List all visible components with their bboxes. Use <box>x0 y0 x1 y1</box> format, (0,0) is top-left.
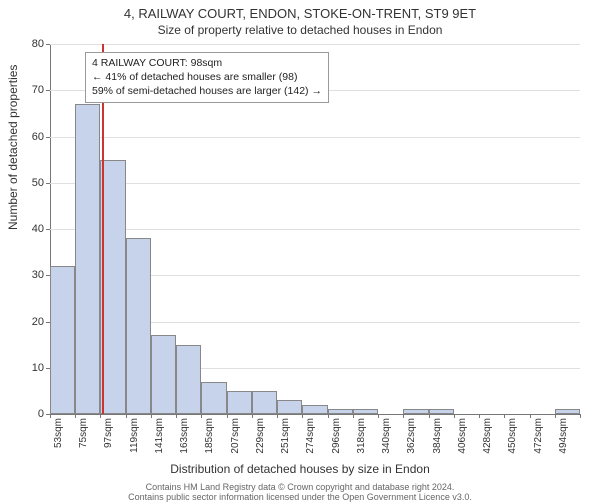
xtick-label: 340sqm <box>381 418 392 468</box>
chart-container: 4, RAILWAY COURT, ENDON, STOKE-ON-TRENT,… <box>0 0 600 500</box>
xtick-label: 384sqm <box>432 418 443 468</box>
xtick-label: 251sqm <box>280 418 291 468</box>
xtick-label: 185sqm <box>204 418 215 468</box>
bar <box>176 345 201 414</box>
xtick-mark <box>429 414 430 418</box>
xtick-label: 141sqm <box>154 418 165 468</box>
annotation-line-1: 4 RAILWAY COURT: 98sqm <box>92 56 322 70</box>
bar <box>75 104 100 414</box>
bar <box>555 409 580 414</box>
xtick-mark <box>328 414 329 418</box>
xtick-label: 274sqm <box>305 418 316 468</box>
annotation-box: 4 RAILWAY COURT: 98sqm ← 41% of detached… <box>85 52 329 103</box>
ytick-label: 30 <box>4 269 44 281</box>
chart-title-sub: Size of property relative to detached ho… <box>0 21 600 41</box>
xtick-mark <box>151 414 152 418</box>
bar <box>252 391 277 414</box>
xtick-label: 362sqm <box>406 418 417 468</box>
xtick-mark <box>403 414 404 418</box>
ytick-label: 70 <box>4 84 44 96</box>
bar <box>126 238 151 414</box>
chart-title-main: 4, RAILWAY COURT, ENDON, STOKE-ON-TRENT,… <box>0 0 600 21</box>
ytick-label: 0 <box>4 408 44 420</box>
plot-wrapper: 53sqm75sqm97sqm119sqm141sqm163sqm185sqm2… <box>50 44 580 414</box>
ytick-mark <box>46 44 50 45</box>
footer-line-2: Contains public sector information licen… <box>128 492 472 502</box>
xtick-label: 229sqm <box>255 418 266 468</box>
xtick-mark <box>75 414 76 418</box>
ytick-label: 60 <box>4 131 44 143</box>
annotation-line-2: ← 41% of detached houses are smaller (98… <box>92 70 322 84</box>
xtick-mark <box>227 414 228 418</box>
xtick-label: 53sqm <box>53 418 64 468</box>
xtick-mark <box>252 414 253 418</box>
x-axis-title: Distribution of detached houses by size … <box>0 462 600 476</box>
xtick-mark <box>302 414 303 418</box>
ytick-label: 40 <box>4 223 44 235</box>
ytick-label: 10 <box>4 362 44 374</box>
xtick-mark <box>580 414 581 418</box>
bar <box>277 400 302 414</box>
bar <box>201 382 226 414</box>
xtick-mark <box>50 414 51 418</box>
annotation-line-3: 59% of semi-detached houses are larger (… <box>92 84 322 98</box>
ytick-mark <box>46 90 50 91</box>
xtick-label: 406sqm <box>457 418 468 468</box>
bar <box>50 266 75 414</box>
xtick-label: 75sqm <box>78 418 89 468</box>
xtick-mark <box>353 414 354 418</box>
x-axis-line <box>50 414 580 415</box>
xtick-mark <box>454 414 455 418</box>
ytick-label: 20 <box>4 316 44 328</box>
ytick-mark <box>46 229 50 230</box>
bar <box>100 160 125 414</box>
footer-line-1: Contains HM Land Registry data © Crown c… <box>146 482 455 492</box>
xtick-label: 494sqm <box>558 418 569 468</box>
gridline <box>50 229 580 230</box>
xtick-label: 119sqm <box>129 418 140 468</box>
xtick-mark <box>530 414 531 418</box>
xtick-mark <box>126 414 127 418</box>
bar <box>429 409 454 414</box>
xtick-label: 450sqm <box>507 418 518 468</box>
bar <box>302 405 327 414</box>
gridline <box>50 137 580 138</box>
ytick-label: 50 <box>4 177 44 189</box>
xtick-mark <box>176 414 177 418</box>
xtick-label: 97sqm <box>103 418 114 468</box>
ytick-label: 80 <box>4 38 44 50</box>
xtick-label: 428sqm <box>482 418 493 468</box>
bar <box>353 409 378 414</box>
ytick-mark <box>46 137 50 138</box>
bar <box>227 391 252 414</box>
xtick-mark <box>555 414 556 418</box>
xtick-label: 296sqm <box>331 418 342 468</box>
xtick-mark <box>100 414 101 418</box>
xtick-label: 207sqm <box>230 418 241 468</box>
bar <box>403 409 428 414</box>
xtick-mark <box>378 414 379 418</box>
xtick-label: 472sqm <box>533 418 544 468</box>
gridline <box>50 44 580 45</box>
gridline <box>50 183 580 184</box>
bar <box>328 409 353 414</box>
xtick-mark <box>277 414 278 418</box>
xtick-label: 318sqm <box>356 418 367 468</box>
xtick-mark <box>201 414 202 418</box>
ytick-mark <box>46 183 50 184</box>
bar <box>151 335 176 414</box>
xtick-mark <box>479 414 480 418</box>
xtick-label: 163sqm <box>179 418 190 468</box>
xtick-mark <box>504 414 505 418</box>
